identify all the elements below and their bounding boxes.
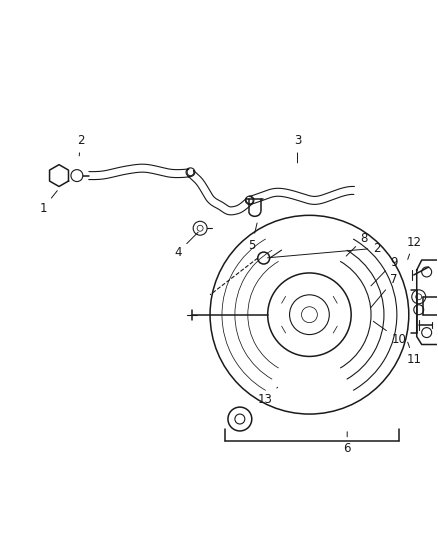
Text: 1: 1: [39, 191, 57, 215]
Text: 5: 5: [248, 223, 257, 252]
Text: 2: 2: [77, 134, 85, 156]
Text: 2: 2: [268, 241, 381, 258]
Text: 7: 7: [371, 273, 398, 308]
Text: 12: 12: [406, 236, 421, 260]
Text: 6: 6: [343, 432, 351, 455]
Text: 3: 3: [294, 134, 301, 163]
Text: 10: 10: [373, 321, 406, 346]
Text: 8: 8: [346, 232, 368, 256]
Text: 11: 11: [406, 342, 421, 366]
Text: 4: 4: [174, 232, 198, 259]
Polygon shape: [49, 165, 68, 187]
Text: 13: 13: [257, 387, 278, 406]
Text: 9: 9: [371, 255, 398, 286]
